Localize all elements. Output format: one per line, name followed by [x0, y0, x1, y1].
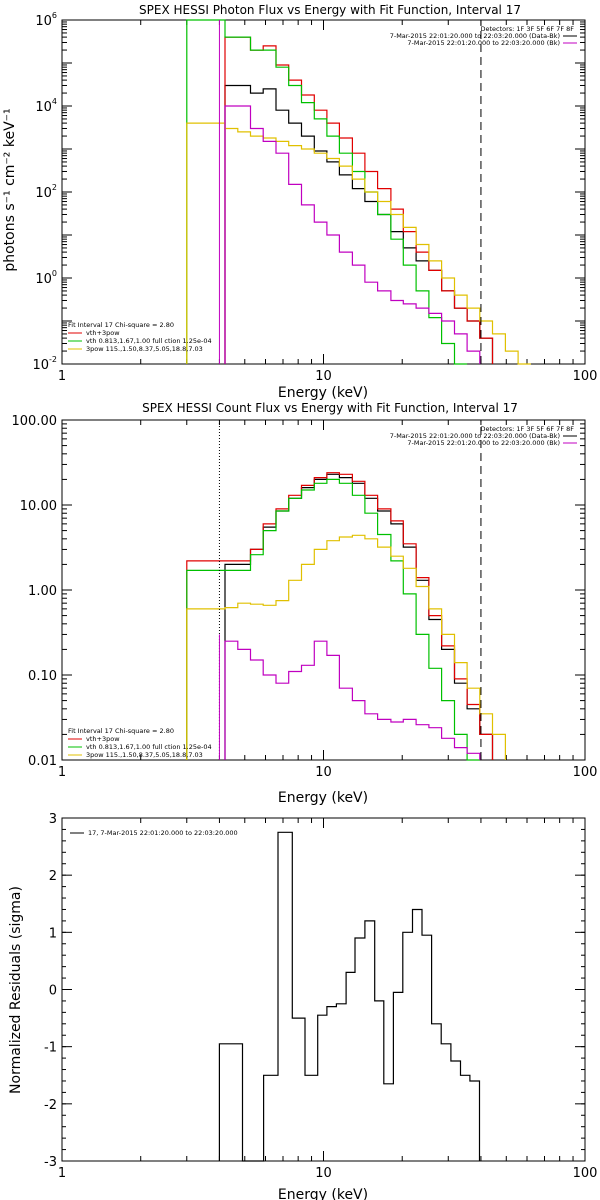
x-tick-label: 10	[315, 765, 332, 780]
y-tick-label: 3	[49, 812, 57, 827]
legend-fit-header: Fit Interval 17 Chi-square = 2.80	[68, 727, 174, 735]
x-tick-label: 1	[58, 1166, 66, 1181]
residuals-xlabel: Energy (keV)	[278, 1187, 368, 1200]
y-tick-label: 1	[49, 926, 57, 941]
count-flux-ticks: 1 10 100 0.01 0.10 1.00 10.00 100.00	[12, 414, 598, 780]
series-data	[224, 84, 494, 364]
photon-flux-legend-bottomleft: Fit Interval 17 Chi-square = 2.80 vth+3p…	[68, 321, 212, 353]
photon-flux-panel: SPEX HESSI Photon Flux vs Energy with Fi…	[2, 3, 597, 401]
y-tick-label: 106	[35, 11, 57, 29]
residuals-ylabel: Normalized Residuals (sigma)	[8, 886, 24, 1094]
x-tick-label: 100	[573, 765, 598, 780]
photon-flux-ylabel: photons s⁻¹ cm⁻² keV⁻¹	[2, 108, 18, 271]
x-tick-label: 10	[315, 369, 332, 384]
photon-flux-xlabel: Energy (keV)	[278, 385, 368, 401]
x-tick-label: 1	[58, 369, 66, 384]
photon-flux-legend-topright: Detectors: 1F 3F 5F 6F 7F 8F 7-Mar-2015 …	[390, 25, 577, 47]
legend-detectors: Detectors: 1F 3F 5F 6F 7F 8F	[480, 425, 574, 433]
legend-3pow-label: 3pow 115.,1.50,8.37,5.05,18.8,7.03	[86, 751, 203, 759]
photon-flux-series	[186, 19, 531, 365]
count-flux-title: SPEX HESSI Count Flux vs Energy with Fit…	[142, 401, 518, 415]
residuals-plot-frame	[61, 817, 586, 1162]
legend-vth3pow-label: vth+3pow	[86, 735, 120, 743]
count-flux-xlabel: Energy (keV)	[278, 790, 368, 806]
y-tick-label: 2	[49, 869, 57, 884]
y-tick-label: 1.00	[28, 584, 57, 599]
count-flux-plot-frame	[61, 419, 586, 761]
count-flux-legend-bottomleft: Fit Interval 17 Chi-square = 2.80 vth+3p…	[68, 727, 212, 759]
y-tick-label: 0.10	[28, 669, 57, 684]
photon-flux-title: SPEX HESSI Photon Flux vs Energy with Fi…	[139, 3, 521, 17]
legend-data-interval: 7-Mar-2015 22:01:20.000 to 22:03:20.000 …	[390, 32, 560, 40]
y-tick-label: 102	[35, 183, 57, 201]
y-tick-label: -1	[44, 1041, 57, 1056]
x-tick-label: 100	[573, 1166, 598, 1181]
legend-residuals-label: 17, 7-Mar-2015 22:01:20.000 to 22:03:20.…	[88, 829, 238, 837]
y-tick-label: -2	[44, 1098, 57, 1113]
legend-bk-interval: 7-Mar-2015 22:01:20.000 to 22:03:20.000 …	[407, 439, 560, 447]
y-tick-label: -3	[44, 1155, 57, 1170]
legend-detectors: Detectors: 1F 3F 5F 6F 7F 8F	[480, 25, 574, 33]
legend-fit-header: Fit Interval 17 Chi-square = 2.80	[68, 321, 174, 329]
legend-data-interval: 7-Mar-2015 22:01:20.000 to 22:03:20.000 …	[390, 432, 560, 440]
legend-vth3pow-label: vth+3pow	[86, 329, 120, 337]
photon-flux-plot-frame	[61, 19, 586, 365]
series-3pow	[186, 534, 506, 760]
legend-bk-interval: 7-Mar-2015 22:01:20.000 to 22:03:20.000 …	[407, 39, 560, 47]
y-tick-label: 104	[35, 97, 57, 115]
count-flux-series	[186, 472, 506, 761]
series-vth-3pow	[224, 36, 494, 364]
y-tick-label: 10-2	[32, 355, 57, 373]
series-vth	[186, 19, 468, 365]
series-vth-3pow	[186, 472, 494, 760]
series-17-7-mar-2015-22-01-20-000-to-22-03-20-000	[218, 831, 481, 1162]
residuals-legend: 17, 7-Mar-2015 22:01:20.000 to 22:03:20.…	[70, 829, 238, 837]
x-tick-label: 10	[315, 1166, 332, 1181]
series-data	[224, 473, 494, 760]
legend-vth-label: vth 0.813,1.67,1.00 full ction 1.25e-04	[86, 337, 212, 345]
count-flux-panel: SPEX HESSI Count Flux vs Energy with Fit…	[12, 401, 598, 806]
legend-3pow-label: 3pow 115.,1.50,8.37,5.05,18.8,7.03	[86, 345, 203, 353]
y-tick-label: 0.01	[28, 754, 57, 769]
series-bk	[224, 105, 481, 364]
x-tick-label: 1	[58, 765, 66, 780]
residuals-panel: 1 10 100 -3 -2 -1 0 1 2 3 Energy (keV) Normalized…	[8, 812, 597, 1200]
y-tick-label: 100	[35, 269, 57, 287]
series-vth	[186, 478, 480, 761]
residuals-ticks: 1 10 100 -3 -2 -1 0 1 2 3	[44, 812, 597, 1181]
series-3pow	[186, 122, 531, 365]
y-tick-label: 100.00	[12, 414, 58, 429]
y-tick-label: 10.00	[20, 499, 57, 514]
count-flux-markers	[218, 420, 482, 760]
residuals-series	[218, 831, 481, 1162]
photon-flux-ticks: 1 10 100 10-2 100 102 104 106	[32, 11, 597, 384]
photon-flux-markers	[218, 20, 482, 364]
legend-vth-label: vth 0.813,1.67,1.00 full ction 1.25e-04	[86, 743, 212, 751]
series-bk	[224, 640, 481, 760]
count-flux-legend-topright: Detectors: 1F 3F 5F 6F 7F 8F 7-Mar-2015 …	[390, 425, 577, 447]
x-tick-label: 100	[573, 369, 598, 384]
y-tick-label: 0	[49, 984, 57, 999]
